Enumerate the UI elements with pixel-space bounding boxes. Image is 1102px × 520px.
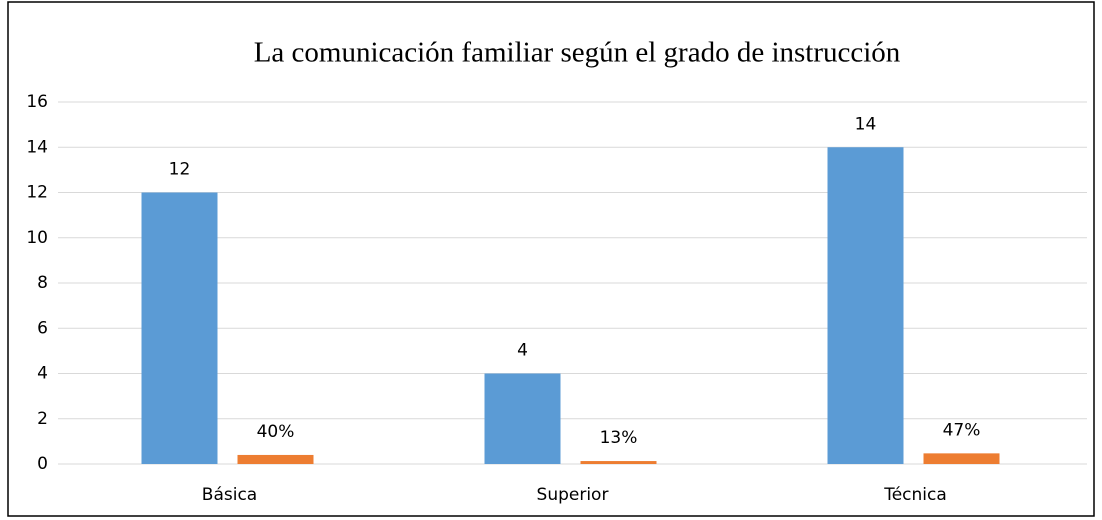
- data-label: 13%: [600, 428, 638, 448]
- data-label: 47%: [943, 420, 981, 440]
- y-tick-label: 10: [26, 228, 48, 248]
- bar: [141, 192, 218, 464]
- y-tick-label: 4: [37, 364, 48, 384]
- data-label: 14: [855, 114, 877, 134]
- y-tick-label: 6: [37, 318, 48, 338]
- bar: [237, 454, 314, 464]
- chart-title: La comunicación familiar según el grado …: [254, 37, 901, 69]
- bar: [923, 453, 1000, 464]
- data-label: 4: [517, 341, 528, 361]
- bar: [580, 461, 657, 464]
- data-label: 12: [169, 160, 191, 180]
- y-tick-label: 0: [37, 454, 48, 474]
- y-tick-label: 12: [26, 183, 48, 203]
- y-tick-label: 8: [37, 273, 48, 293]
- y-tick-label: 14: [26, 137, 48, 157]
- bar: [827, 147, 904, 464]
- x-tick-label: Técnica: [883, 485, 947, 505]
- data-label: 40%: [257, 422, 295, 442]
- y-tick-label: 2: [37, 409, 48, 429]
- x-tick-label: Básica: [202, 485, 257, 505]
- x-tick-label: Superior: [537, 485, 609, 505]
- y-tick-label: 16: [26, 92, 48, 112]
- bar: [484, 373, 561, 464]
